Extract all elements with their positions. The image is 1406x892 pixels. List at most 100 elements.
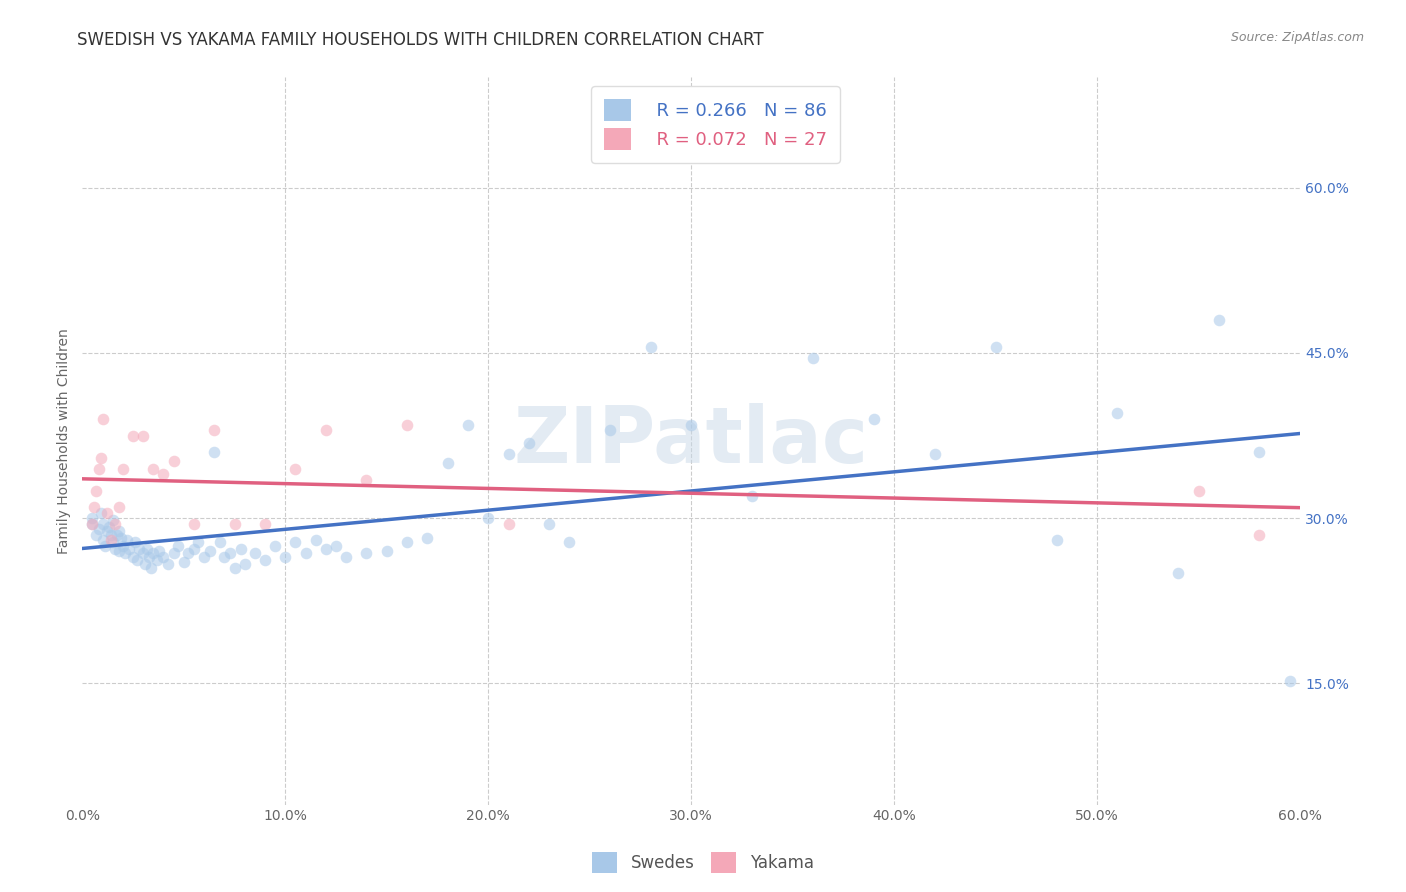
Point	[97, 520, 120, 534]
Point	[1107, 407, 1129, 421]
Point	[114, 546, 136, 560]
Point	[83, 500, 105, 515]
Point	[202, 423, 225, 437]
Point	[315, 541, 337, 556]
Legend: Swedes, Yakama: Swedes, Yakama	[586, 846, 820, 880]
Point	[253, 553, 276, 567]
Point	[173, 555, 195, 569]
Point	[162, 546, 184, 560]
Point	[132, 428, 155, 442]
Point	[118, 541, 141, 556]
Point	[477, 511, 499, 525]
Point	[1249, 527, 1271, 541]
Point	[264, 539, 287, 553]
Point	[395, 535, 418, 549]
Point	[105, 527, 128, 541]
Point	[984, 340, 1007, 354]
Point	[111, 461, 134, 475]
Point	[87, 522, 110, 536]
Text: ZIPatlас: ZIPatlас	[513, 403, 869, 479]
Point	[209, 535, 232, 549]
Point	[101, 513, 124, 527]
Point	[96, 524, 118, 539]
Point	[1045, 533, 1067, 548]
Point	[1187, 483, 1209, 498]
Point	[108, 524, 131, 539]
Point	[156, 558, 179, 572]
Point	[436, 456, 458, 470]
Point	[253, 516, 276, 531]
Point	[100, 533, 122, 548]
Point	[82, 511, 104, 525]
Point	[375, 544, 398, 558]
Point	[132, 546, 155, 560]
Point	[395, 417, 418, 432]
Point	[177, 546, 200, 560]
Point	[82, 516, 104, 531]
Point	[96, 506, 118, 520]
Point	[111, 539, 134, 553]
Point	[1208, 313, 1230, 327]
Point	[274, 549, 297, 564]
Point	[146, 553, 169, 567]
Point	[90, 506, 112, 520]
Point	[87, 461, 110, 475]
Point	[183, 541, 205, 556]
Point	[141, 560, 163, 574]
Point	[122, 428, 145, 442]
Point	[538, 516, 561, 531]
Point	[202, 445, 225, 459]
Point	[100, 527, 122, 541]
Point	[741, 489, 763, 503]
Point	[127, 553, 149, 567]
Point	[91, 533, 114, 548]
Point	[416, 531, 439, 545]
Point	[142, 546, 165, 560]
Point	[229, 541, 252, 556]
Point	[294, 546, 316, 560]
Point	[128, 541, 150, 556]
Y-axis label: Family Households with Children: Family Households with Children	[58, 328, 72, 554]
Point	[104, 541, 127, 556]
Point	[101, 535, 124, 549]
Point	[138, 549, 160, 564]
Point	[517, 436, 540, 450]
Point	[640, 340, 662, 354]
Point	[1167, 566, 1189, 581]
Point	[224, 516, 246, 531]
Point	[183, 516, 205, 531]
Point	[166, 539, 188, 553]
Point	[356, 546, 378, 560]
Point	[498, 447, 520, 461]
Point	[90, 450, 112, 465]
Point	[93, 539, 115, 553]
Point	[86, 483, 108, 498]
Point	[152, 467, 174, 481]
Point	[681, 417, 703, 432]
Point	[214, 549, 236, 564]
Point	[1249, 445, 1271, 459]
Point	[801, 351, 824, 366]
Point	[243, 546, 266, 560]
Point	[136, 541, 159, 556]
Point	[110, 531, 132, 545]
Point	[91, 412, 114, 426]
Point	[108, 544, 131, 558]
Text: Source: ZipAtlas.com: Source: ZipAtlas.com	[1230, 31, 1364, 45]
Point	[198, 544, 221, 558]
Point	[356, 473, 378, 487]
Point	[162, 454, 184, 468]
Point	[315, 423, 337, 437]
Point	[284, 461, 307, 475]
Text: SWEDISH VS YAKAMA FAMILY HOUSEHOLDS WITH CHILDREN CORRELATION CHART: SWEDISH VS YAKAMA FAMILY HOUSEHOLDS WITH…	[77, 31, 763, 49]
Point	[284, 535, 307, 549]
Point	[187, 535, 209, 549]
Point	[104, 516, 127, 531]
Point	[863, 412, 886, 426]
Point	[1278, 674, 1301, 689]
Point	[599, 423, 621, 437]
Legend:   R = 0.266   N = 86,   R = 0.072   N = 27: R = 0.266 N = 86, R = 0.072 N = 27	[591, 87, 839, 163]
Point	[224, 560, 246, 574]
Point	[82, 516, 104, 531]
Point	[305, 533, 328, 548]
